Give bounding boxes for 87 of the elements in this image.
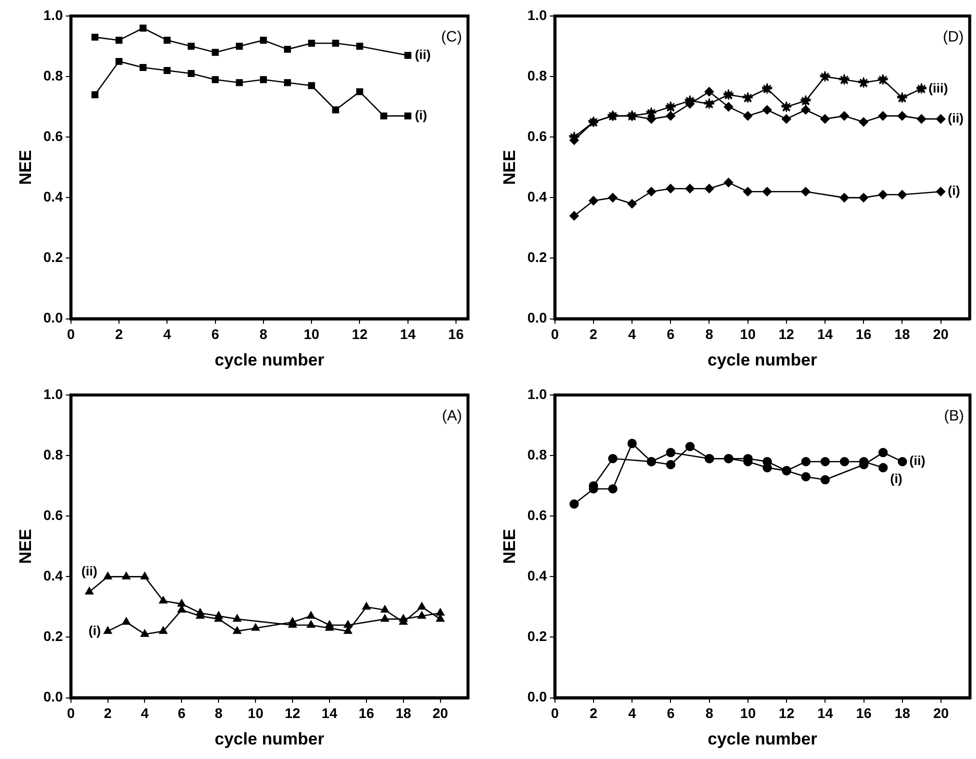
series-label: (i) xyxy=(88,622,101,638)
y-tick-label: 0.4 xyxy=(43,188,64,205)
x-tick-label: 4 xyxy=(140,705,149,722)
y-tick-label: 1.0 xyxy=(527,386,548,402)
x-tick-label: 6 xyxy=(178,705,186,722)
x-axis-title: cycle number xyxy=(214,350,325,370)
y-axis-title: NEE xyxy=(16,150,35,185)
y-tick-label: 1.0 xyxy=(43,6,64,23)
x-tick-label: 14 xyxy=(400,326,416,342)
x-tick-label: 18 xyxy=(396,705,412,722)
y-tick-label: 0.2 xyxy=(43,249,64,266)
series-label: (i) xyxy=(414,108,428,122)
x-tick-label: 0 xyxy=(550,705,559,722)
x-tick-label: 0 xyxy=(66,705,75,722)
x-tick-label: 2 xyxy=(590,705,598,722)
x-tick-label: 20 xyxy=(933,705,950,722)
x-tick-label: 16 xyxy=(358,705,374,722)
y-tick-label: 0.6 xyxy=(527,128,548,144)
series-label: (ii) xyxy=(81,563,98,578)
y-tick-label: 0.8 xyxy=(43,67,64,84)
y-axis-title: NEE xyxy=(500,150,519,185)
x-tick-label: 8 xyxy=(705,705,714,722)
x-tick-label: 16 xyxy=(856,326,872,342)
x-tick-label: 12 xyxy=(352,326,368,342)
annotation: (B) xyxy=(944,408,964,425)
y-tick-label: 0.6 xyxy=(43,506,64,523)
y-tick-label: 0.2 xyxy=(527,249,548,266)
x-tick-label: 16 xyxy=(856,705,872,722)
x-tick-label: 14 xyxy=(322,705,338,722)
annotation: (C) xyxy=(441,28,462,46)
y-axis-title: NEE xyxy=(16,528,35,564)
y-tick-label: 1.0 xyxy=(43,386,64,402)
y-tick-label: 0.4 xyxy=(527,568,548,584)
y-tick-label: 0.6 xyxy=(527,506,548,523)
x-tick-label: 20 xyxy=(432,705,448,722)
y-tick-label: 0.0 xyxy=(527,688,548,705)
series-label: (ii) xyxy=(909,453,926,468)
series-label: (i) xyxy=(890,471,902,486)
x-tick-label: 8 xyxy=(705,326,714,342)
y-tick-label: 0.8 xyxy=(527,67,548,84)
y-tick-label: 0.6 xyxy=(43,128,64,144)
y-tick-label: 0.0 xyxy=(527,310,548,326)
x-tick-label: 8 xyxy=(260,326,268,342)
y-axis-title: NEE xyxy=(500,528,519,564)
x-tick-label: 4 xyxy=(628,705,636,722)
x-tick-label: 18 xyxy=(894,326,910,342)
y-tick-label: 0.4 xyxy=(43,568,64,584)
x-tick-label: 10 xyxy=(740,705,756,722)
y-tick-label: 0.2 xyxy=(43,628,64,644)
x-tick-label: 2 xyxy=(104,705,112,722)
x-tick-label: 12 xyxy=(284,705,301,722)
x-tick-label: 6 xyxy=(211,326,220,342)
x-axis-title: cycle number xyxy=(707,350,818,370)
x-axis-title: cycle number xyxy=(708,729,818,748)
series-label: (iii) xyxy=(928,80,948,96)
x-tick-label: 2 xyxy=(115,326,124,342)
x-tick-label: 0 xyxy=(66,326,75,342)
series-label: (ii) xyxy=(414,46,431,62)
y-tick-label: 1.0 xyxy=(527,6,548,23)
y-tick-label: 0.8 xyxy=(527,446,548,462)
series-label: (i) xyxy=(948,183,960,198)
x-tick-label: 2 xyxy=(590,326,598,342)
annotation: (A) xyxy=(442,408,462,425)
y-tick-label: 0.4 xyxy=(527,188,548,205)
x-tick-label: 10 xyxy=(740,326,756,342)
x-tick-label: 6 xyxy=(666,326,675,342)
y-tick-label: 0.2 xyxy=(527,628,548,644)
series-label: (ii) xyxy=(948,110,964,126)
x-tick-label: 16 xyxy=(448,326,464,342)
x-tick-label: 4 xyxy=(163,326,172,342)
x-tick-label: 10 xyxy=(304,326,320,342)
x-axis-title: cycle number xyxy=(214,729,325,748)
x-tick-label: 6 xyxy=(666,705,675,722)
x-tick-label: 14 xyxy=(817,705,834,722)
x-tick-label: 4 xyxy=(628,326,636,342)
x-tick-label: 10 xyxy=(248,705,264,722)
y-tick-label: 0.0 xyxy=(43,310,64,326)
annotation: (D) xyxy=(942,28,964,46)
x-tick-label: 12 xyxy=(778,326,794,342)
x-tick-label: 0 xyxy=(550,326,559,342)
x-tick-label: 14 xyxy=(817,326,833,342)
x-tick-label: 8 xyxy=(214,705,223,722)
y-tick-label: 0.0 xyxy=(43,688,64,705)
x-tick-label: 12 xyxy=(778,705,795,722)
x-tick-label: 18 xyxy=(894,705,910,722)
x-tick-label: 20 xyxy=(932,326,949,342)
y-tick-label: 0.8 xyxy=(43,446,64,462)
